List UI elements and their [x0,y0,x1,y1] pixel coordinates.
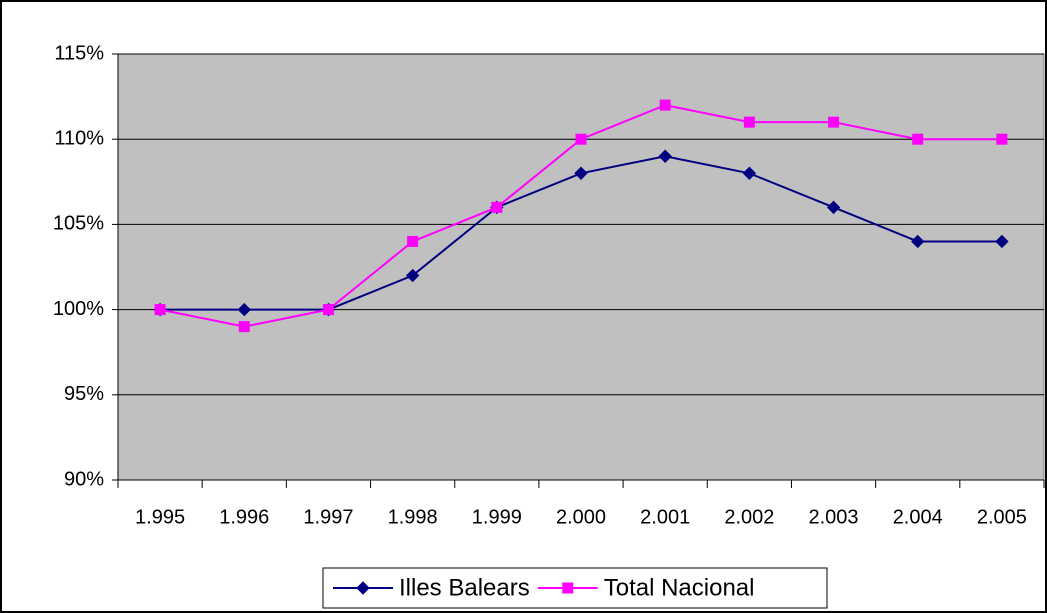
legend-marker [356,581,370,595]
legend-label: Illes Balears [399,574,530,601]
data-point [995,234,1009,249]
x-tick-label: 1.999 [472,506,522,528]
x-tick-label: 1.996 [219,506,269,528]
x-tick-label: 2.004 [893,506,943,528]
data-point [826,200,841,215]
data-point [743,116,755,128]
data-point [996,133,1008,145]
data-point [238,321,250,333]
x-tick-label: 1.997 [303,506,353,528]
plot-area [117,53,1045,481]
data-point [491,201,503,213]
data-point [911,234,925,249]
y-tick-label: 90% [64,468,104,490]
data-point [742,166,757,180]
legend-marker [562,582,574,594]
data-point [659,99,671,111]
data-point [828,116,840,128]
y-tick-label: 110% [54,127,104,149]
x-tick-label: 1.995 [135,506,185,528]
x-tick-label: 2.000 [556,506,606,528]
y-tick-label: 100% [53,298,104,320]
y-tick-label: 105% [53,213,104,235]
y-tick-label: 95% [64,383,104,405]
data-point [405,268,420,283]
data-point [575,133,587,145]
data-point [574,166,588,180]
x-tick-label: 2.003 [809,506,859,528]
data-point [407,235,419,247]
data-point [912,133,924,145]
data-point [322,304,334,316]
data-point [658,149,672,163]
y-tick-label: 115% [54,42,104,64]
x-tick-label: 2.005 [977,506,1027,528]
x-tick-label: 2.002 [724,506,774,528]
data-point [237,302,251,317]
data-point [154,304,166,316]
x-tick-label: 1.998 [388,506,438,528]
x-tick-label: 2.001 [640,506,690,528]
legend-label: Total Nacional [604,574,755,601]
